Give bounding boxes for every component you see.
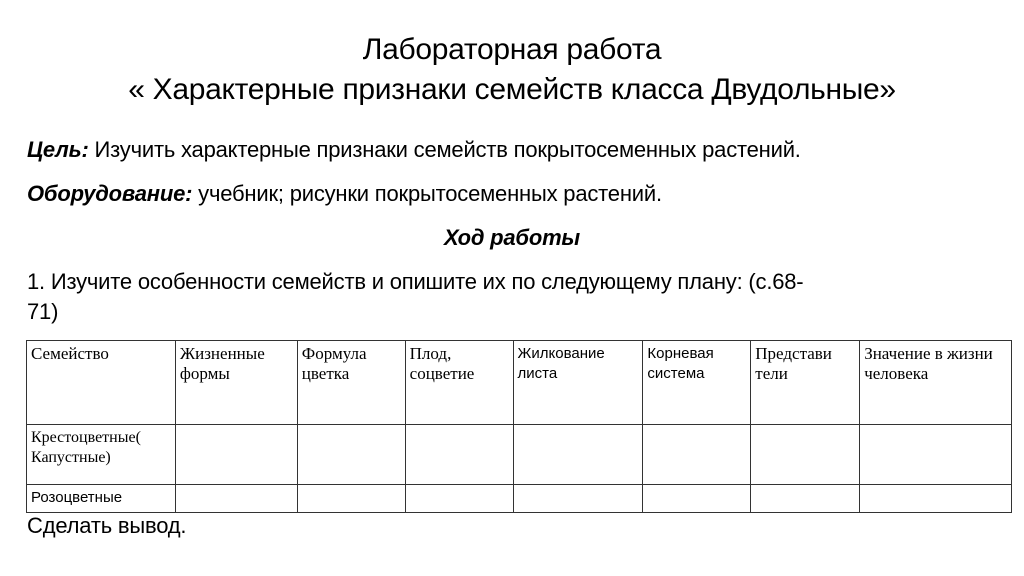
goal-text: Изучить характерные признаки семейств по… bbox=[88, 137, 801, 162]
table-row: Крестоцветные( Капустные) bbox=[26, 424, 1012, 485]
family-cell: Крестоцветные( Капустные) bbox=[26, 424, 176, 485]
table-cell bbox=[404, 484, 514, 513]
table-cell bbox=[404, 424, 514, 485]
header-cell: Значение в жизни человека bbox=[859, 340, 1012, 425]
task1-line2: 71) bbox=[27, 299, 59, 324]
header-cell: Представи тели bbox=[750, 340, 861, 425]
equipment-label: Оборудование: bbox=[27, 181, 193, 206]
table-cell bbox=[174, 484, 298, 513]
equipment-line: Оборудование: учебник; рисунки покрытосе… bbox=[27, 180, 662, 208]
family-cell: Розоцветные bbox=[26, 484, 176, 513]
slide-title: Лабораторная работа bbox=[362, 33, 662, 66]
table-cell bbox=[750, 424, 861, 485]
table-cell bbox=[512, 484, 644, 513]
table-cell bbox=[296, 424, 406, 485]
header-cell: Жилкование листа bbox=[512, 340, 644, 425]
table-cell bbox=[642, 424, 752, 485]
task1-line1: 1. Изучите особенности семейств и опишит… bbox=[27, 269, 804, 294]
table-cell bbox=[859, 484, 1012, 513]
header-cell: Корневая система bbox=[642, 340, 752, 425]
procedure-heading: Ход работы bbox=[443, 225, 581, 250]
table-cell bbox=[642, 484, 752, 513]
header-cell: Плод, соцветие bbox=[404, 340, 514, 425]
table-cell bbox=[296, 484, 406, 513]
table-cell bbox=[750, 484, 861, 513]
table-row: Розоцветные bbox=[26, 484, 1012, 513]
table-cell bbox=[859, 424, 1012, 485]
table-header-row: Семейство Жизненные формы Формула цветка… bbox=[26, 340, 1012, 425]
equipment-text: учебник; рисунки покрытосеменных растени… bbox=[192, 181, 662, 206]
goal-line: Цель: Изучить характерные признаки семей… bbox=[27, 136, 801, 164]
goal-label: Цель: bbox=[27, 137, 89, 162]
table-cell bbox=[174, 424, 298, 485]
slide-subtitle: « Характерные признаки семейств класса Д… bbox=[128, 73, 896, 106]
table-cell bbox=[512, 424, 644, 485]
conclusion-text: Сделать вывод. bbox=[27, 513, 187, 538]
header-cell: Жизненные формы bbox=[174, 340, 298, 425]
families-table: Семейство Жизненные формы Формула цветка… bbox=[26, 340, 1012, 513]
header-cell: Семейство bbox=[26, 340, 176, 425]
header-cell: Формула цветка bbox=[296, 340, 406, 425]
